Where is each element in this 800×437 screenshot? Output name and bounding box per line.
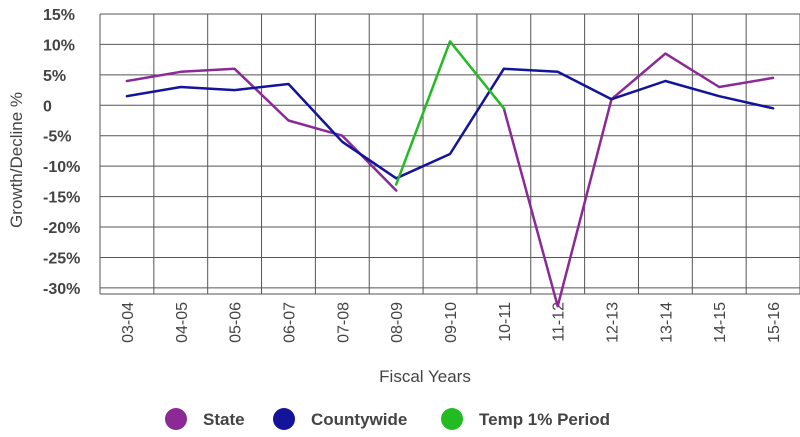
y-tick-label: 5% xyxy=(43,68,66,85)
x-axis-title: Fiscal Years xyxy=(379,367,471,386)
series-line-state xyxy=(125,67,398,192)
y-tick-label: 10% xyxy=(43,37,75,54)
x-tick-label: 09-10 xyxy=(443,302,460,343)
y-tick-label: 15% xyxy=(43,7,75,24)
series-line-state xyxy=(502,52,775,308)
x-tick-label: 13-14 xyxy=(658,302,675,343)
y-tick-label: -10% xyxy=(43,159,80,176)
y-tick-label: 0 xyxy=(43,98,52,115)
x-tick-label: 15-16 xyxy=(766,302,783,343)
grid xyxy=(99,13,800,295)
legend-swatch xyxy=(165,408,187,430)
y-axis-title: Growth/Decline % xyxy=(7,92,26,228)
x-tick-label: 11-12 xyxy=(551,302,568,342)
x-tick-label: 14-15 xyxy=(712,302,729,343)
x-tick-label: 03-04 xyxy=(120,302,137,343)
x-axis-ticks: 03-04 04-05 05-06 06-07 07-08 08-09 09-10 10-11… xyxy=(120,302,783,343)
y-tick-label: -20% xyxy=(43,220,80,237)
y-axis-ticks: 15% 10% 5% 0 -5% -10% -15% -20% -25% -30% xyxy=(43,7,80,298)
x-tick-label: 04-05 xyxy=(174,302,191,343)
y-tick-label: -30% xyxy=(43,281,80,298)
x-tick-label: 08-09 xyxy=(389,302,406,343)
legend-label: Temp 1% Period xyxy=(479,410,610,429)
legend-swatch xyxy=(273,408,295,430)
series-line-countywide xyxy=(125,67,775,180)
legend-swatch xyxy=(441,408,463,430)
series-lines xyxy=(125,40,775,308)
x-tick-label: 07-08 xyxy=(335,302,352,343)
y-tick-label: -5% xyxy=(43,129,71,146)
y-tick-label: -15% xyxy=(43,190,80,207)
x-tick-label: 05-06 xyxy=(228,302,245,343)
legend-label: State xyxy=(203,410,245,429)
y-tick-label: -25% xyxy=(43,250,80,267)
legend-label: Countywide xyxy=(311,410,407,429)
x-tick-label: 06-07 xyxy=(281,302,298,343)
x-tick-label: 12-13 xyxy=(605,302,622,343)
x-tick-label: 10-11 xyxy=(497,302,514,342)
series-line-temp-1-period xyxy=(394,40,506,186)
legend: State Countywide Temp 1% Period xyxy=(165,408,610,430)
